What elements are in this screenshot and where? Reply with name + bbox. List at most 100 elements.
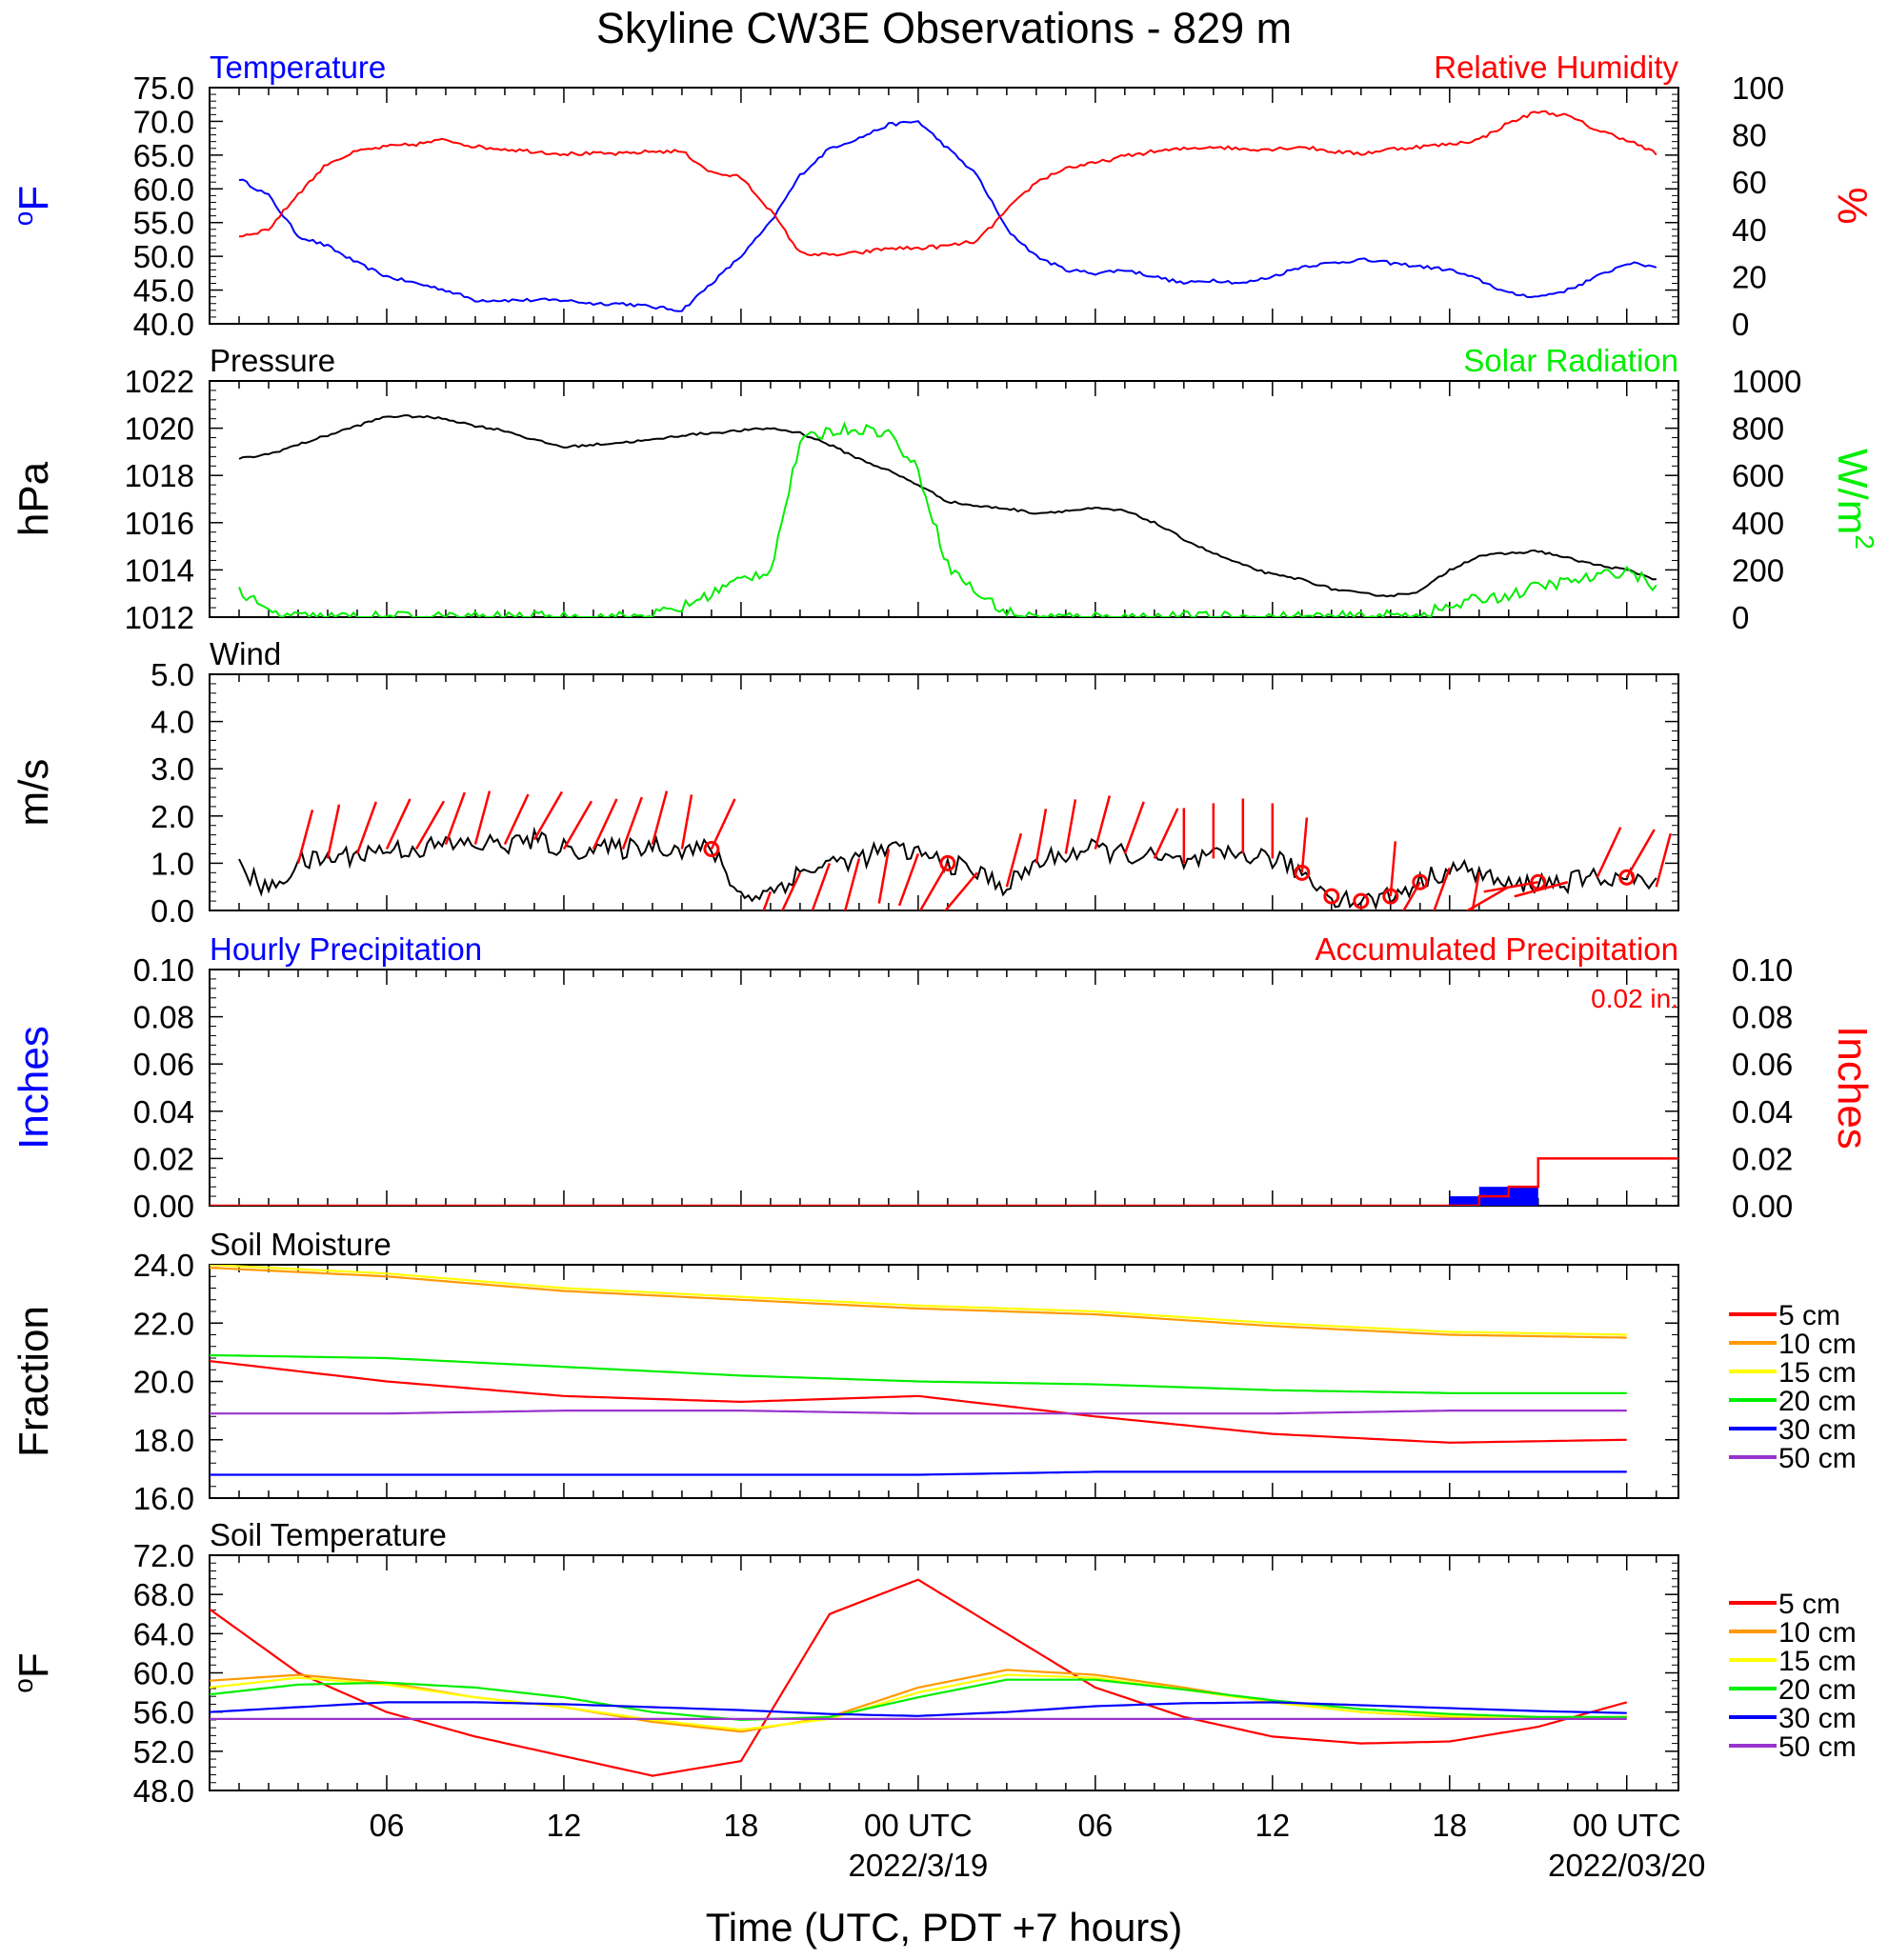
y2-tick-label: 200 [1732, 552, 1784, 588]
series-line-30-cm [210, 1701, 1627, 1717]
series-line-pressure [238, 413, 1657, 598]
y-tick-label: 52.0 [133, 1734, 194, 1770]
wind-barb [843, 858, 861, 910]
y2-tick-label: 0.02 [1732, 1141, 1793, 1176]
series-line-20-cm [210, 1353, 1627, 1394]
left-unit-label: oF [9, 1652, 57, 1692]
legend-label: 50 cm [1778, 1443, 1857, 1474]
y2-tick-label: 60 [1732, 165, 1767, 200]
panel-right-title: Solar Radiation [1463, 343, 1678, 378]
panel-frame [209, 380, 1679, 618]
right-unit-label: Inches [1829, 1026, 1876, 1150]
series-line-50-cm [210, 1410, 1627, 1415]
legend-label: 15 cm [1778, 1646, 1857, 1677]
y-tick-label: 50.0 [133, 239, 194, 274]
x-tick-label: 18 [1432, 1808, 1467, 1843]
wind-barb [943, 871, 978, 910]
legend-label: 10 cm [1778, 1329, 1857, 1360]
panels: 75.070.065.060.055.050.045.040.010080604… [9, 50, 1879, 1809]
x-tick-label: 12 [1255, 1808, 1290, 1843]
wind-barb [1483, 881, 1538, 893]
panel-temperature-humidity: 75.070.065.060.055.050.045.040.0 100 80 60 4… [9, 50, 1876, 342]
wind-barb [532, 790, 564, 841]
x-tick-label: 00 UTC [864, 1808, 973, 1843]
y-tick-label: 72.0 [133, 1538, 194, 1573]
x-tick-label: 00 UTC [1573, 1808, 1681, 1843]
panel-right-title: Accumulated Precipitation [1315, 931, 1678, 967]
y2-tick-label: 40 [1732, 212, 1767, 248]
legend-label: 5 cm [1778, 1300, 1840, 1331]
panel-left-title: Pressure [210, 343, 335, 378]
y-tick-label: 3.0 [151, 751, 194, 787]
wind-barb [811, 862, 832, 910]
panel-plot-area [238, 790, 1672, 910]
wind-barb [762, 890, 773, 910]
left-unit-label: Inches [10, 1026, 57, 1150]
wind-barb [680, 794, 693, 850]
y-tick-label: 1016 [125, 506, 194, 541]
series-line-5-cm [210, 1360, 1627, 1444]
legend-label: 30 cm [1778, 1703, 1857, 1734]
wind-barb [1625, 829, 1656, 878]
wind-barb [414, 800, 446, 850]
legend-label: 15 cm [1778, 1357, 1857, 1389]
wind-barb [385, 798, 412, 850]
y-tick-label: 0.10 [133, 952, 194, 988]
unit-letter: F [10, 1652, 57, 1678]
x-tick-label: 12 [547, 1808, 582, 1843]
y-tick-label: 0.00 [133, 1189, 194, 1224]
y-tick-label: 48.0 [133, 1773, 194, 1809]
wind-barb [326, 804, 341, 859]
series-line-temperature [238, 120, 1657, 312]
x-tick-label: 18 [724, 1808, 759, 1843]
accumulated-precip-line [210, 1157, 1678, 1206]
calm-wind-marker [1530, 873, 1547, 890]
series-line-10-cm [210, 1267, 1627, 1339]
precip-total-label: 0.02 in. [1591, 984, 1678, 1013]
x-date-label: 2022/03/20 [1548, 1848, 1705, 1883]
wind-barb [444, 791, 466, 845]
x-tick-label: 06 [1077, 1808, 1113, 1843]
wind-barb [1596, 827, 1622, 878]
x-tick-label: 06 [370, 1808, 405, 1843]
y2-tick-label: 0.00 [1732, 1189, 1793, 1224]
time-axis: 06 12 18 00 UTC 06 12 18 00 UTC 2022/3/19 2022/03… [370, 1808, 1706, 1883]
calm-wind-marker [1323, 888, 1340, 905]
y-tick-label: 1014 [125, 552, 194, 588]
unit-letter: F [10, 186, 57, 211]
y-tick-label: 1018 [125, 458, 194, 493]
panel-left-title: Hourly Precipitation [210, 931, 482, 967]
y2-tick-label: 0.08 [1732, 1000, 1793, 1035]
y-tick-label: 24.0 [133, 1248, 194, 1283]
y-tick-label: 60.0 [133, 171, 194, 207]
wind-barb [781, 871, 802, 910]
y2-tick-label: 600 [1732, 458, 1784, 493]
wind-barb [918, 862, 949, 910]
y-tick-label: 55.0 [133, 206, 194, 241]
wind-barb [897, 853, 920, 907]
wind-barb [1034, 809, 1048, 864]
panel-left-title: Wind [210, 636, 281, 671]
y-tick-label: 1.0 [151, 846, 194, 881]
y-tick-label: 0.08 [133, 1000, 194, 1035]
wind-barb [877, 849, 891, 904]
series-line-solar-radiation [238, 421, 1657, 617]
panel-left-title: Temperature [210, 50, 386, 85]
y2-tick-label: 20 [1732, 259, 1767, 294]
calm-wind-marker [1382, 888, 1399, 905]
y2-tick-label: 400 [1732, 506, 1784, 541]
series-line-5-cm [210, 1578, 1628, 1777]
x-axis-label: Time (UTC, PDT +7 hours) [706, 1905, 1183, 1950]
wind-barb [355, 801, 377, 854]
y-tick-label: 64.0 [133, 1616, 194, 1651]
unit-superscript: 2 [1850, 534, 1879, 550]
wind-barb [1094, 795, 1112, 850]
y2-tick-label: 0.06 [1732, 1047, 1793, 1082]
series-line-20-cm [210, 1678, 1627, 1722]
wind-barb [296, 810, 314, 864]
y-tick-label: 4.0 [151, 705, 194, 740]
y-tick-label: 16.0 [133, 1481, 194, 1516]
y-tick-label: 68.0 [133, 1577, 194, 1612]
